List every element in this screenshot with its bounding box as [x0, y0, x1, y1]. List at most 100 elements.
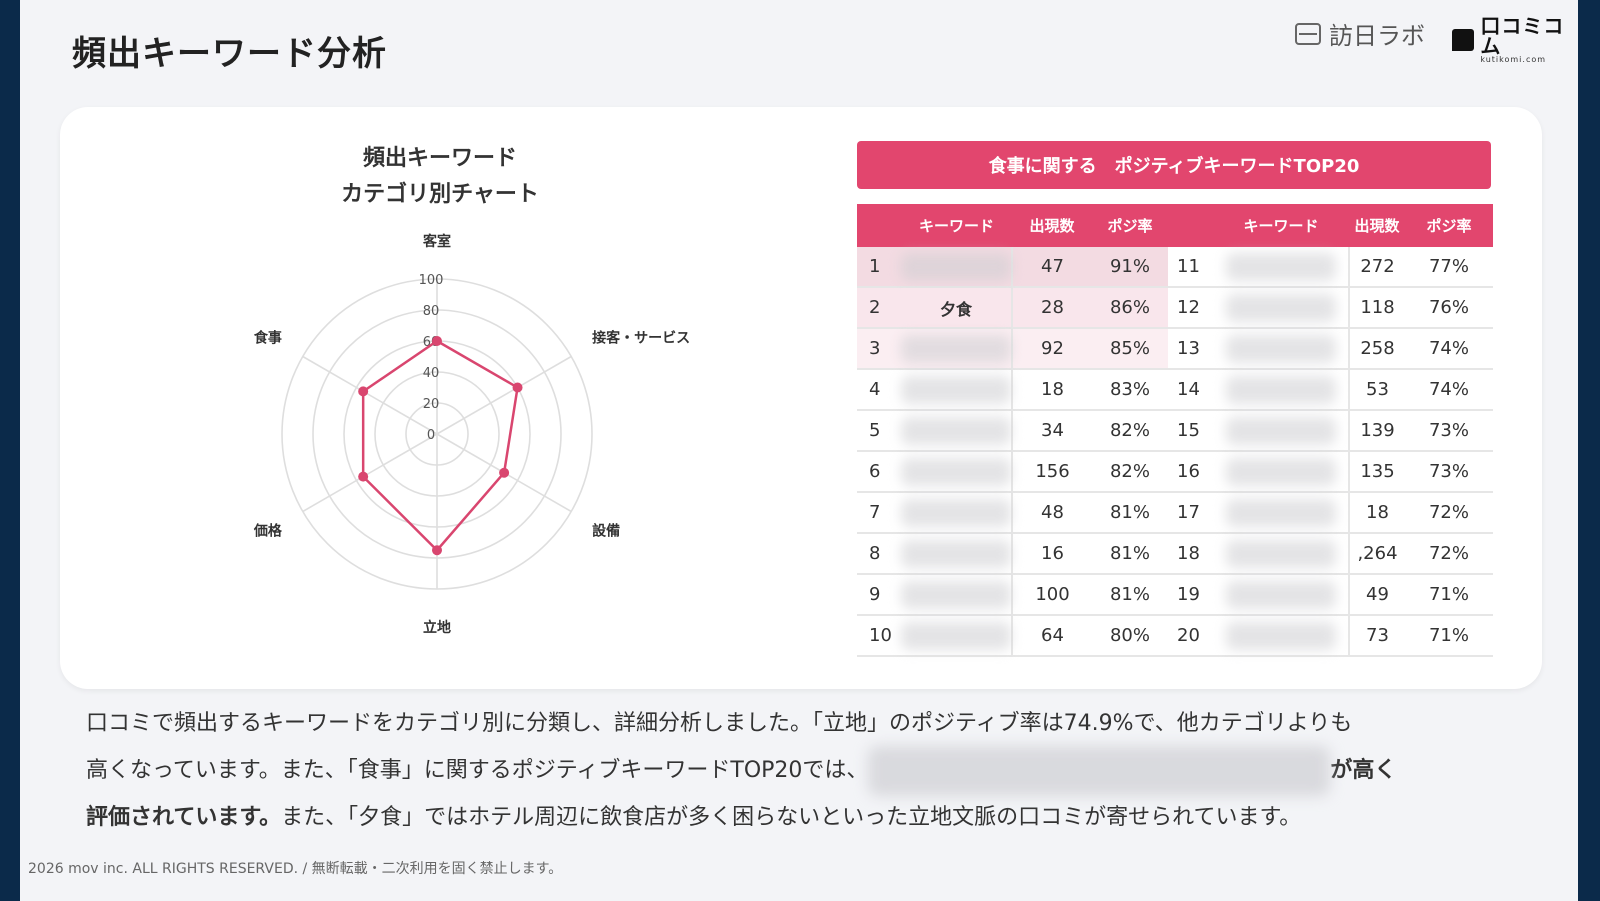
keyword-table-right: キーワード 出現数 ポジ率 11 272 77% 12 118 76% 13 258 74% 14… [1165, 204, 1493, 657]
redacted-keyword [901, 252, 1011, 281]
header-rank [857, 204, 901, 247]
data-point [432, 336, 442, 346]
table-row: 9 100 81% [857, 574, 1168, 616]
axis-label: 接客・サービス [592, 330, 690, 347]
keyword-cell [901, 451, 1012, 493]
data-point [358, 386, 369, 397]
table-row: 4 18 83% [857, 369, 1168, 411]
keyword-cell [901, 533, 1012, 575]
description-line3-rest: また、「夕食」ではホテル周辺に飲食店が多く困らないといった立地文脈の口コミが寄せ… [281, 805, 1302, 830]
table-row: 11 272 77% [1165, 247, 1493, 288]
keyword-cell [901, 328, 1012, 370]
redacted-keyword [1225, 539, 1336, 568]
redacted-keyword [1225, 580, 1336, 609]
brand-kuchikomi[interactable]: 口コミコム kutikomi.com [1452, 16, 1578, 64]
rank-cell: 17 [1165, 492, 1213, 534]
redacted-keyword [1225, 621, 1336, 650]
rank-cell: 5 [857, 410, 901, 452]
count-cell: 272 [1348, 247, 1405, 288]
redacted-keyword [1225, 416, 1336, 445]
rate-cell: 82% [1092, 451, 1168, 493]
chart-title-line2: カテゴリ別チャート [341, 182, 539, 207]
keyword-cell [901, 369, 1012, 411]
brand-kuchikomi-text: 口コミコム [1480, 14, 1565, 58]
description-line2-start: 高くなっています。また、「食事」に関するポジティブキーワードTOP20では、 [86, 758, 869, 783]
rate-cell: 91% [1092, 247, 1168, 288]
redacted-keyword [901, 457, 1011, 486]
table-row: 17 18 72% [1165, 492, 1493, 534]
keyword-cell [901, 247, 1012, 288]
rank-cell: 11 [1165, 247, 1213, 288]
axis-label: 客室 [422, 233, 451, 250]
description-line2: 高くなっています。また、「食事」に関するポジティブキーワードTOP20では、 が高… [86, 746, 1526, 796]
table-row: 15 139 73% [1165, 410, 1493, 452]
redacted-keyword [901, 539, 1011, 568]
table-row: 6 156 82% [857, 451, 1168, 493]
header-keyword: キーワード [901, 204, 1012, 247]
rate-cell: 71% [1405, 574, 1493, 616]
rate-cell: 73% [1405, 451, 1493, 493]
redacted-keyword [901, 621, 1011, 650]
rate-cell: 81% [1092, 492, 1168, 534]
count-cell: 18 [1011, 369, 1092, 411]
rank-cell: 1 [857, 247, 901, 288]
table-row: 5 34 82% [857, 410, 1168, 452]
rate-cell: 72% [1405, 492, 1493, 534]
rate-cell: 76% [1405, 287, 1493, 329]
rank-cell: 20 [1165, 615, 1213, 657]
rate-cell: 74% [1405, 328, 1493, 370]
count-cell: 49 [1348, 574, 1405, 616]
keyword-cell [1213, 451, 1349, 493]
keyword-table-left: キーワード 出現数 ポジ率 1 47 91% 2 夕食 28 86% 3 92 85% 4 18 83%… [857, 204, 1168, 657]
header-count: 出現数 [1012, 204, 1092, 247]
count-cell: 48 [1011, 492, 1092, 534]
axis-label: 食事 [254, 330, 282, 347]
redacted-keyword [1225, 457, 1336, 486]
keyword-cell [1213, 615, 1349, 657]
count-cell: 156 [1011, 451, 1092, 493]
rate-cell: 82% [1092, 410, 1168, 452]
axis-label: 価格 [253, 523, 283, 540]
count-cell: 258 [1348, 328, 1405, 370]
keyword-cell [901, 574, 1012, 616]
keyword-cell [1213, 410, 1349, 452]
table-row: 2 夕食 28 86% [857, 287, 1168, 329]
table-row: 13 258 74% [1165, 328, 1493, 370]
description: 口コミで頻出するキーワードをカテゴリ別に分類し、詳細分析しました。「立地」のポジ… [86, 702, 1526, 840]
rank-cell: 4 [857, 369, 901, 411]
tick-label: 40 [423, 366, 440, 381]
table-row: 7 48 81% [857, 492, 1168, 534]
table-row: 1 47 91% [857, 247, 1168, 288]
rank-cell: 16 [1165, 451, 1213, 493]
rank-cell: 3 [857, 328, 901, 370]
slide: 頻出キーワード分析 訪日ラボ 口コミコム kutikomi.com 頻出キーワー… [20, 0, 1578, 901]
keyword-cell: 夕食 [901, 287, 1012, 329]
tick-label: 20 [423, 397, 440, 412]
rate-cell: 73% [1405, 410, 1493, 452]
redacted-keyword [901, 334, 1011, 363]
data-point [358, 471, 369, 482]
keyword-cell [901, 410, 1012, 452]
axis-label: 立地 [423, 619, 451, 636]
rank-cell: 9 [857, 574, 901, 616]
keyword-cell [1213, 369, 1349, 411]
rank-cell: 14 [1165, 369, 1213, 411]
redacted-keyword [1225, 375, 1336, 404]
redacted-keyword [901, 375, 1011, 404]
rank-cell: 15 [1165, 410, 1213, 452]
redacted-keyword [901, 580, 1011, 609]
keyword-cell [1213, 533, 1349, 575]
keyword-cell [1213, 492, 1349, 534]
content-card: 頻出キーワード カテゴリ別チャート 0 20 40 60 80 100 客室 接客・サービス設… [60, 107, 1542, 689]
rate-cell: 85% [1092, 328, 1168, 370]
count-cell: 47 [1011, 247, 1092, 288]
count-cell: 18 [1348, 492, 1405, 534]
header-rate: ポジ率 [1092, 204, 1168, 247]
count-cell: 118 [1348, 287, 1405, 329]
header-count: 出現数 [1349, 204, 1405, 247]
brand-houninchi-labo[interactable]: 訪日ラボ [1295, 16, 1425, 51]
keyword-cell [1213, 328, 1349, 370]
description-line1: 口コミで頻出するキーワードをカテゴリ別に分類し、詳細分析しました。「立地」のポジ… [86, 711, 1353, 736]
description-line2-bold: が高く [1330, 758, 1397, 783]
grid-spoke [302, 433, 438, 513]
